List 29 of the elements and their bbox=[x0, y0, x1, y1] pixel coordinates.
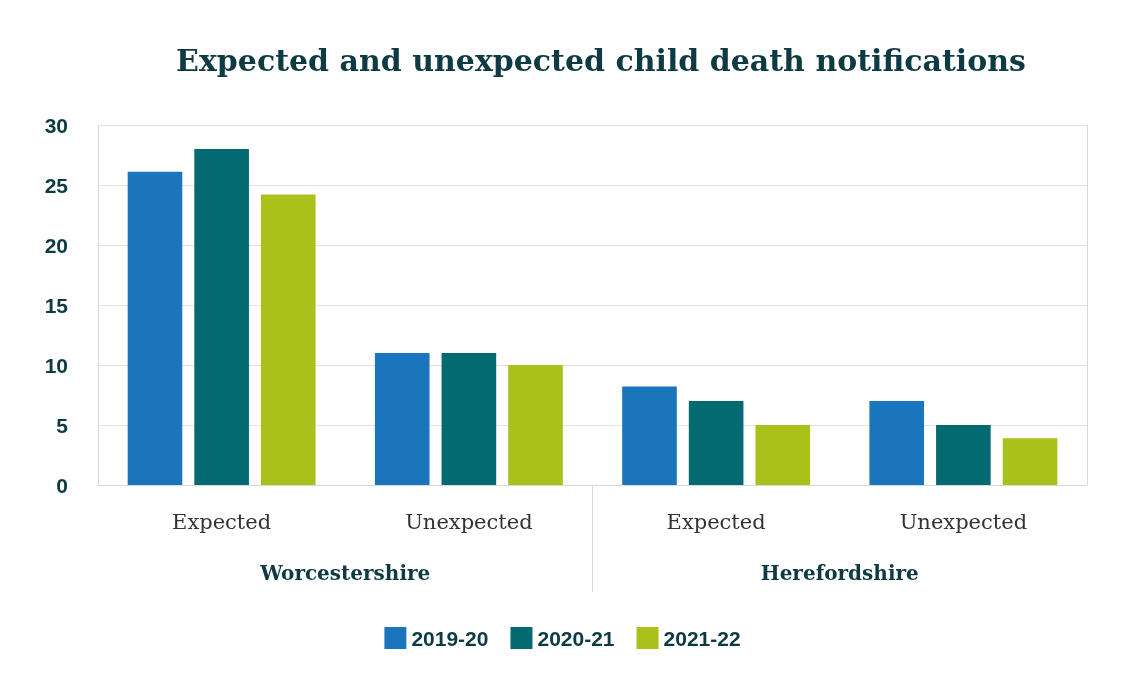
y-tick-label: 20 bbox=[44, 233, 68, 257]
legend-label: 2020-21 bbox=[537, 626, 615, 650]
bar bbox=[936, 425, 991, 485]
legend-label: 2021-22 bbox=[663, 626, 741, 650]
x-tick-label: Expected bbox=[172, 509, 272, 534]
chart-title: Expected and unexpected child death notifications bbox=[176, 42, 1026, 78]
x-tick-label: Expected bbox=[666, 509, 766, 534]
bar bbox=[869, 401, 925, 485]
y-tick-label: 25 bbox=[44, 173, 69, 197]
legend-label: 2019-20 bbox=[411, 626, 489, 650]
x-tick-label: Unexpected bbox=[405, 509, 533, 534]
text: Worcestershire bbox=[259, 561, 431, 585]
y-tick-label: 15 bbox=[44, 293, 69, 317]
bar bbox=[260, 194, 316, 485]
bar bbox=[688, 401, 744, 485]
bar bbox=[508, 365, 563, 485]
bar bbox=[441, 353, 497, 485]
y-tick-label: 10 bbox=[44, 353, 68, 377]
x-tick-label: Unexpected bbox=[899, 509, 1028, 534]
bar bbox=[755, 425, 811, 485]
y-tick-label: 0 bbox=[56, 473, 68, 497]
y-tick-label: 30 bbox=[44, 113, 68, 137]
bar bbox=[1002, 438, 1058, 485]
bar bbox=[622, 386, 677, 485]
bar bbox=[374, 353, 430, 485]
bar bbox=[127, 171, 183, 485]
bar bbox=[194, 149, 249, 485]
text: Herefordshire bbox=[760, 561, 919, 585]
y-tick-label: 5 bbox=[56, 413, 69, 437]
